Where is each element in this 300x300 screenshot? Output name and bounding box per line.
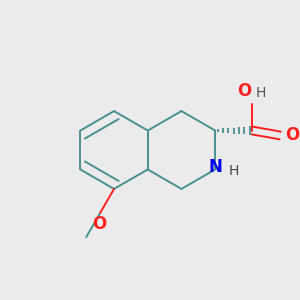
Text: O: O [285, 126, 299, 144]
Text: H: H [229, 164, 239, 178]
Text: O: O [237, 82, 251, 100]
Text: N: N [208, 158, 222, 176]
Text: O: O [92, 215, 107, 233]
Text: H: H [255, 86, 266, 100]
